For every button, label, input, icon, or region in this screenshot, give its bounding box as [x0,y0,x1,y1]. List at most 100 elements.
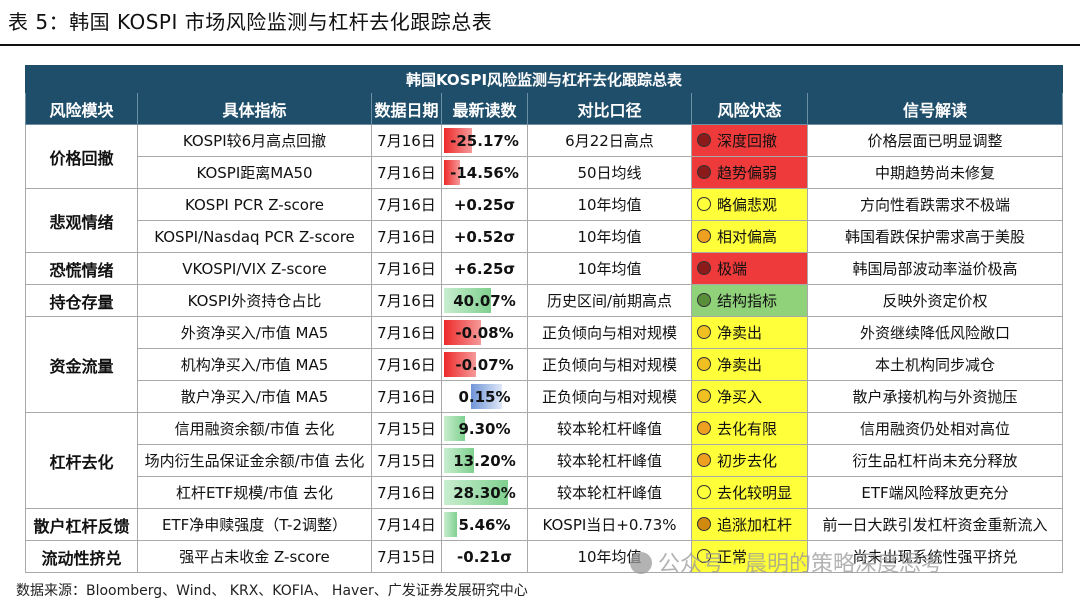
latest-reading-cell: +0.25σ [441,188,528,221]
comparison-basis-cell: 正负倾向与相对规模 [527,348,692,381]
indicator-cell: 外资净买入/市值 MA5 [137,316,372,349]
status-label: 净卖出 [717,356,763,374]
indicator-cell: VKOSPI/VIX Z-score [137,252,372,285]
table-row: 价格回撤 KOSPI较6月高点回撤 7月16日 -25.17% 6月22日高点 深度回撤 价… [25,124,1064,189]
date-cell: 7月16日 [371,220,442,253]
status-label: 正常 [717,548,748,566]
latest-reading-cell: -0.07% [441,348,528,381]
signal-interpretation-cell: 前一日大跌引发杠杆资金重新流入 [806,508,1064,541]
status-label: 去化较明显 [717,484,793,502]
status-indicator-icon [697,197,711,211]
data-bar [444,288,491,313]
watermark: 公众号 · 晨明的策略深度思考 [630,546,943,578]
reading-value: +0.25σ [453,195,516,214]
indicator-cell: KOSPI距离MA50 [137,156,372,189]
indicator-cell: 散户净买入/市值 MA5 [137,380,372,413]
indicator-cell: 场内衍生品保证金余额/市值 去化 [137,444,372,477]
latest-reading-cell: 9.30% [441,412,528,445]
table-caption: 表 5：韩国 KOSPI 市场风险监测与杠杆去化跟踪总表 [8,10,493,34]
reading-value: -14.56% [450,163,519,182]
status-indicator-icon [697,133,711,147]
column-header: 对比口径 [527,92,692,125]
data-bar [444,352,477,377]
risk-module-cell: 悲观情绪 [25,188,138,253]
risk-status-cell: 初步去化 [691,444,808,477]
status-indicator-icon [697,325,711,339]
signal-interpretation-cell: 外资继续降低风险敞口 [806,316,1064,349]
signal-interpretation-cell: 衍生品杠杆尚未充分释放 [806,444,1064,477]
date-cell: 7月16日 [371,188,442,221]
comparison-basis-cell: 较本轮杠杆峰值 [527,412,692,445]
date-cell: 7月16日 [371,124,442,157]
latest-reading-cell: -0.08% [441,316,528,349]
risk-status-cell: 净卖出 [691,348,808,381]
status-indicator-icon [697,357,711,371]
status-label: 追涨加杠杆 [717,516,793,534]
table-row: 场内衍生品保证金余额/市值 去化 7月15日 13.20% 较本轮杠杆峰值 初步去化 衍生… [26,444,1064,477]
reading-value: -25.17% [450,131,519,150]
data-bar [444,416,466,441]
status-indicator-icon [697,261,711,275]
table-row: 流动性挤兑 强平占未收金 Z-score 7月15日 -0.21σ 10年均值 正常 尚未出… [25,540,1064,573]
date-cell: 7月16日 [371,380,442,413]
indicator-cell: 信用融资余额/市值 去化 [137,412,372,445]
table-title: 韩国KOSPI风险监测与杠杆去化跟踪总表 [24,65,1064,93]
reading-value: 9.30% [458,419,511,438]
column-header: 风险模块 [25,92,138,125]
wechat-icon [630,552,652,574]
signal-interpretation-cell: 散户承接机构与外资抛压 [806,380,1064,413]
latest-reading-cell: 0.15% [441,380,528,413]
signal-interpretation-cell: 韩国局部波动率溢价极高 [806,252,1064,285]
source-note: 数据来源：Bloomberg、Wind、 KRX、KOFIA、 Haver、广发… [16,583,528,599]
status-indicator-icon [697,517,711,531]
status-indicator-icon [697,229,711,243]
comparison-basis-cell: 10年均值 [527,188,692,221]
status-indicator-icon [697,421,711,435]
status-indicator-icon [697,389,711,403]
risk-status-cell: 极端 [691,252,808,285]
risk-status-cell: 净卖出 [691,316,808,349]
date-cell: 7月14日 [371,508,442,541]
reading-value: 28.30% [453,483,516,502]
status-label: 相对偏高 [717,228,778,246]
date-cell: 7月15日 [371,412,442,445]
date-cell: 7月15日 [371,540,442,573]
comparison-basis-cell: 50日均线 [527,156,692,189]
risk-status-cell: 追涨加杠杆 [691,508,808,541]
comparison-basis-cell: 10年均值 [527,220,692,253]
caption-divider [0,44,1080,46]
risk-module-cell: 恐慌情绪 [25,252,138,285]
comparison-basis-cell: 正负倾向与相对规模 [527,316,692,349]
reading-value: -0.07% [455,355,514,374]
data-bar [444,480,508,505]
signal-interpretation-cell: 韩国看跌保护需求高于美股 [806,220,1064,253]
indicator-cell: ETF净申赎强度（T-2调整） [137,508,372,541]
reading-value: 5.46% [458,515,511,534]
comparison-basis-cell: 10年均值 [527,252,692,285]
date-cell: 7月16日 [371,284,442,317]
status-label: 极端 [717,260,748,278]
table-row: 杠杆去化 信用融资余额/市值 去化 7月15日 9.30% 较本轮杠杆峰值 去化有限 信用融… [25,412,1064,509]
signal-interpretation-cell: 本土机构同步减仓 [806,348,1064,381]
column-header: 数据日期 [371,92,442,125]
indicator-cell: KOSPI/Nasdaq PCR Z-score [137,220,372,253]
risk-status-cell: 深度回撤 [691,124,808,157]
table-row: 散户净买入/市值 MA5 7月16日 0.15% 正负倾向与相对规模 净买入 散户承接机构… [26,380,1064,413]
status-label: 净卖出 [717,324,763,342]
table-row: 散户杠杆反馈 ETF净申赎强度（T-2调整） 7月14日 5.46% KOSPI当日+0… [25,508,1064,541]
status-label: 初步去化 [717,452,778,470]
column-header: 最新读数 [441,92,528,125]
comparison-basis-cell: 较本轮杠杆峰值 [527,476,692,509]
signal-interpretation-cell: 价格层面已明显调整 [806,124,1064,157]
indicator-cell: 机构净买入/市值 MA5 [137,348,372,381]
signal-interpretation-cell: 方向性看跌需求不极端 [806,188,1064,221]
risk-module-cell: 持仓存量 [25,284,138,317]
latest-reading-cell: +0.52σ [441,220,528,253]
date-cell: 7月16日 [371,348,442,381]
comparison-basis-cell: 10年均值 [527,540,692,573]
status-label: 结构指标 [717,292,778,310]
comparison-basis-cell: 正负倾向与相对规模 [527,380,692,413]
data-bar [444,160,461,185]
table-row: 持仓存量 KOSPI外资持仓占比 7月16日 40.07% 历史区间/前期高点 结构指标 反… [25,284,1064,317]
risk-status-cell: 去化有限 [691,412,808,445]
